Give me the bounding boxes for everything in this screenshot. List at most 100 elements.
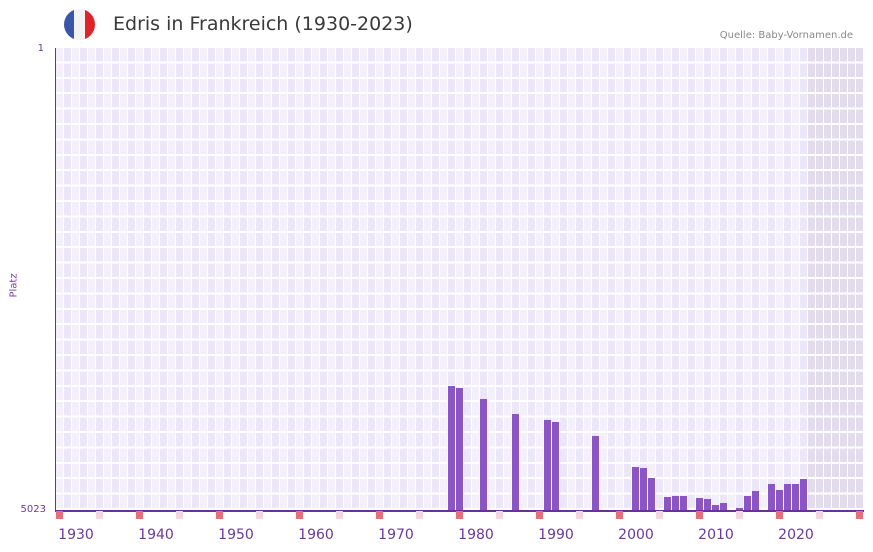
bar-1977[interactable] [448, 386, 455, 510]
grid-column [552, 48, 560, 510]
grid-column [520, 48, 528, 510]
year-marker-2013 [736, 511, 743, 519]
grid-column [680, 48, 688, 510]
grid-column [496, 48, 504, 510]
y-axis-line [55, 48, 56, 511]
grid-column [168, 48, 176, 510]
grid-column [704, 48, 712, 510]
bar-2010[interactable] [712, 505, 719, 510]
grid-column [424, 48, 432, 510]
bar-2008[interactable] [696, 498, 703, 510]
year-marker-2008 [696, 511, 703, 519]
source-credit: Quelle: Baby-Vornamen.de [719, 30, 853, 41]
grid-column [560, 48, 568, 510]
grid-column [576, 48, 584, 510]
grid-column [72, 48, 80, 510]
grid-column [200, 48, 208, 510]
grid-column [456, 48, 464, 510]
year-marker-1978 [456, 511, 463, 519]
grid-column [408, 48, 416, 510]
year-marker-2018 [776, 511, 783, 519]
grid-column [400, 48, 408, 510]
bar-2014[interactable] [744, 496, 751, 510]
grid-column [176, 48, 184, 510]
grid-column [640, 48, 648, 510]
grid-column [848, 48, 856, 510]
grid-column [736, 48, 744, 510]
bar-2000[interactable] [632, 467, 639, 510]
bar-2017[interactable] [768, 483, 775, 510]
bar-2021[interactable] [800, 479, 807, 510]
grid-column [504, 48, 512, 510]
bar-2009[interactable] [704, 499, 711, 510]
grid-column [184, 48, 192, 510]
bar-1989[interactable] [544, 420, 551, 510]
grid-column [328, 48, 336, 510]
chart-title: Edris in Frankreich (1930-2023) [113, 13, 413, 35]
grid-column [344, 48, 352, 510]
x-tick-1950: 1950 [218, 527, 254, 543]
grid-column [544, 48, 552, 510]
bar-2005[interactable] [672, 496, 679, 510]
grid-column [136, 48, 144, 510]
grid-column [824, 48, 832, 510]
grid-column [744, 48, 752, 510]
bar-2011[interactable] [720, 503, 727, 510]
grid-column [336, 48, 344, 510]
grid-column [832, 48, 840, 510]
year-marker-1998 [616, 511, 623, 519]
grid-column [808, 48, 816, 510]
bar-2002[interactable] [648, 478, 655, 510]
grid-column [584, 48, 592, 510]
grid-column [416, 48, 424, 510]
bar-2006[interactable] [680, 496, 687, 510]
grid-column [296, 48, 304, 510]
bar-2019[interactable] [784, 483, 791, 510]
grid-column [656, 48, 664, 510]
grid-column [720, 48, 728, 510]
bar-1978[interactable] [456, 388, 463, 510]
grid-column [432, 48, 440, 510]
grid-column [488, 48, 496, 510]
year-marker-1968 [376, 511, 383, 519]
bar-2015[interactable] [752, 491, 759, 510]
year-marker-1948 [216, 511, 223, 519]
bar-2018[interactable] [776, 490, 783, 510]
grid-column [648, 48, 656, 510]
bar-2004[interactable] [664, 497, 671, 510]
grid-column [160, 48, 168, 510]
grid-column [104, 48, 112, 510]
x-tick-2010: 2010 [698, 527, 734, 543]
grid-column [192, 48, 200, 510]
grid-column [384, 48, 392, 510]
x-tick-2020: 2020 [778, 527, 814, 543]
year-marker-1963 [336, 511, 343, 519]
x-tick-1960: 1960 [298, 527, 334, 543]
grid-column [112, 48, 120, 510]
bar-1995[interactable] [592, 436, 599, 510]
bar-2020[interactable] [792, 483, 799, 510]
bar-2001[interactable] [640, 468, 647, 510]
grid-column [776, 48, 784, 510]
bar-2013[interactable] [736, 507, 743, 510]
grid-column [752, 48, 760, 510]
year-marker-1938 [136, 511, 143, 519]
grid-column [368, 48, 376, 510]
grid-column [128, 48, 136, 510]
year-marker-1933 [96, 511, 103, 519]
grid-column [288, 48, 296, 510]
grid-column [624, 48, 632, 510]
year-marker-2028 [856, 511, 863, 519]
grid-column [816, 48, 824, 510]
grid-column [360, 48, 368, 510]
bar-1990[interactable] [552, 421, 559, 510]
grid-column [208, 48, 216, 510]
grid-column [856, 48, 864, 510]
grid-column [728, 48, 736, 510]
year-marker-2003 [656, 511, 663, 519]
bar-1981[interactable] [480, 398, 487, 510]
y-tick-top: 1 [37, 43, 44, 54]
bar-1985[interactable] [512, 413, 519, 510]
year-marker-1973 [416, 511, 423, 519]
year-marker-2023 [816, 511, 823, 519]
